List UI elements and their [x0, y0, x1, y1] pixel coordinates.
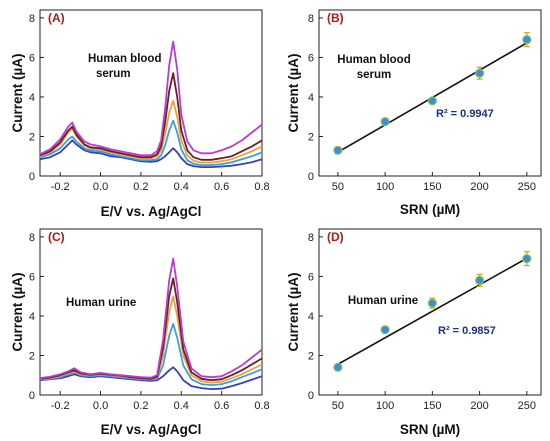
data-point [380, 117, 390, 127]
x-tick-label: 150 [423, 181, 441, 193]
series-line-5 [39, 257, 263, 380]
annotation-line-2: serum [96, 68, 131, 80]
x-tick-label: -0.2 [51, 400, 70, 412]
x-tick-label: 0.8 [254, 181, 269, 193]
x-tick-label: 150 [423, 400, 441, 412]
y-tick-label: 6 [308, 52, 314, 64]
plot-frame [39, 228, 263, 396]
x-tick-label: 100 [376, 181, 394, 193]
x-tick-label: 100 [376, 400, 394, 412]
y-tick-label: 2 [29, 131, 35, 143]
y-tick-label: 0 [308, 171, 314, 183]
y-tick-label: 4 [308, 311, 314, 323]
y-tick-label: 6 [29, 271, 35, 283]
x-tick-label: 200 [470, 181, 488, 193]
y-axis-label: Current (µA) [10, 272, 25, 351]
y-tick-label: 4 [29, 311, 35, 323]
panel-b-calibration-serum: 50 100 150 200 250 0 2 4 6 8 (B) Human blood seru… [286, 9, 542, 217]
x-tick-label: 50 [332, 181, 344, 193]
series-line-1 [39, 139, 263, 169]
panel-a-voltammogram-serum: -0.2 0.0 0.2 0.4 0.6 0.8 0 2 4 6 8 (A) Human blood… [10, 9, 270, 219]
series-line-3 [39, 100, 263, 164]
x-tick-label: 0.6 [214, 181, 229, 193]
series-line-2 [39, 119, 263, 167]
series-line-4 [39, 277, 263, 382]
panel-c-voltammogram-urine: -0.2 0.0 0.2 0.4 0.6 0.8 0 2 4 6 8 (C) Human urine… [10, 228, 270, 437]
annotation-line-1: Human urine [66, 297, 136, 309]
data-point [474, 68, 485, 78]
x-tick-label: 0.4 [174, 400, 189, 412]
x-tick-label: 0.0 [93, 181, 108, 193]
plot-frame [39, 9, 263, 177]
x-tick-label: 0.4 [174, 181, 189, 193]
x-axis-label: SRN (µM) [400, 422, 460, 437]
annotation-line-2: serum [357, 69, 392, 81]
y-tick-label: 8 [308, 232, 314, 244]
x-tick-label: 0.0 [93, 400, 108, 412]
y-tick-label: 6 [308, 271, 314, 283]
x-tick-label: 0.8 [254, 400, 269, 412]
x-axis-label: E/V vs. Ag/AgCl [101, 422, 202, 437]
y-tick-label: 8 [29, 232, 35, 244]
x-tick-label: 0.6 [214, 400, 229, 412]
y-tick-label: 4 [29, 92, 35, 104]
x-tick-label: -0.2 [51, 181, 70, 193]
x-axis-label: E/V vs. Ag/AgCl [101, 204, 202, 219]
panel-label: (C) [48, 230, 65, 244]
panel-label: (A) [48, 11, 65, 25]
annotation-line-1: Human blood [88, 53, 161, 65]
annotation-line-1: Human blood [337, 54, 410, 66]
panel-label: (B) [327, 11, 344, 25]
y-axis-label: Current (µA) [286, 272, 301, 351]
data-point [333, 145, 343, 155]
x-tick-label: 200 [470, 400, 488, 412]
linear-fit-line [335, 255, 531, 367]
series-line-4 [39, 72, 263, 161]
y-tick-label: 2 [308, 350, 314, 362]
r-squared-label: R² = 0.9947 [436, 108, 494, 120]
r-squared-label: R² = 0.9857 [438, 325, 496, 337]
data-point [474, 275, 485, 285]
panel-label: (D) [327, 230, 344, 244]
data-point [522, 254, 532, 264]
y-tick-label: 4 [308, 92, 314, 104]
plot-frame [318, 228, 542, 396]
annotation-line-1: Human urine [348, 295, 418, 307]
y-tick-label: 0 [308, 390, 314, 402]
plot-frame [318, 9, 542, 177]
data-point [380, 325, 390, 335]
y-tick-label: 6 [29, 52, 35, 64]
series-line-1 [39, 366, 263, 391]
data-point [333, 362, 343, 372]
x-axis-label: SRN (µM) [400, 202, 460, 217]
y-tick-label: 2 [308, 131, 314, 143]
data-point [522, 35, 532, 45]
y-axis-label: Current (µA) [286, 53, 301, 132]
panel-d-calibration-urine: 50 100 150 200 250 0 2 4 6 8 (D) Human urine R² =… [286, 228, 542, 437]
y-axis-label: Current (µA) [10, 53, 25, 132]
y-tick-label: 8 [308, 13, 314, 25]
x-tick-label: 0.2 [133, 181, 148, 193]
y-tick-label: 0 [29, 390, 35, 402]
y-tick-label: 2 [29, 350, 35, 362]
data-point [427, 96, 437, 106]
y-tick-label: 0 [29, 171, 35, 183]
x-tick-label: 0.2 [133, 400, 148, 412]
x-tick-label: 50 [332, 400, 344, 412]
data-point [427, 298, 437, 308]
series-line-5 [39, 40, 263, 157]
x-tick-label: 250 [518, 400, 536, 412]
x-tick-label: 250 [518, 181, 536, 193]
y-tick-label: 8 [29, 13, 35, 25]
